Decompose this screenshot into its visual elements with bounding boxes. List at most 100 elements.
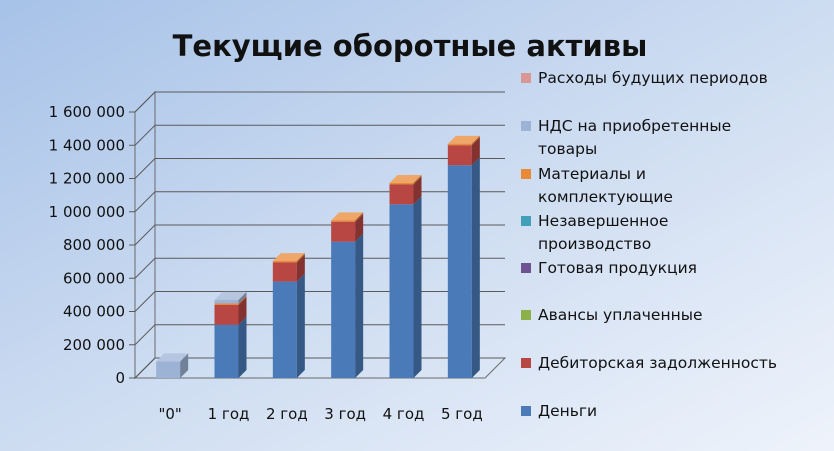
y-tick-label: 1 200 000	[49, 170, 125, 188]
legend-label: Материалы и	[538, 165, 646, 183]
bar-segment-front	[214, 304, 239, 325]
x-category-label: "0"	[158, 405, 181, 423]
legend-label: НДС на приобретенные	[538, 117, 731, 135]
gridline	[134, 91, 505, 113]
bar-segment-side	[296, 273, 305, 378]
bar-segment-front	[331, 221, 356, 242]
y-tick-label: 1 600 000	[49, 103, 125, 121]
legend-label: Деньги	[538, 402, 597, 420]
bar-segment-top	[389, 174, 422, 183]
bar-segment-top	[156, 353, 189, 362]
bar-segment-front	[389, 204, 414, 378]
y-tick-label: 600 000	[63, 269, 125, 287]
bar-segment-front	[214, 299, 239, 304]
y-axis-ticks: 0 200 000 400 000 600 000 800 000 1 000 000 1 …	[49, 103, 125, 387]
bar-segment-front	[389, 182, 414, 185]
legend-swatch	[521, 406, 531, 416]
bar-segment-side	[296, 254, 305, 282]
legend-item: Незавершенное производство	[521, 212, 668, 253]
bar-segment-top	[331, 212, 364, 221]
bar-segment-front	[156, 361, 181, 378]
bar-segment-front	[389, 184, 414, 205]
legend-item: НДС на приобретенные товары	[521, 117, 731, 158]
x-category-label: 1 год	[208, 405, 250, 423]
bar-segment-side	[296, 253, 305, 263]
y-tick-label: 400 000	[63, 303, 125, 321]
legend-item: Материалы и комплектующие	[521, 165, 673, 206]
gridline	[134, 357, 505, 379]
legend-swatch	[521, 121, 531, 131]
gridlines	[129, 91, 505, 379]
legend-label: Расходы будущих периодов	[538, 69, 768, 87]
bar-segment-front	[214, 303, 239, 305]
bar-segment-side	[180, 353, 189, 378]
gridline	[134, 291, 505, 312]
legend: Расходы будущих периодов НДС на приобрете…	[521, 69, 777, 420]
bar-segment-front	[447, 143, 472, 146]
bar-segment-top	[214, 291, 247, 300]
bar-segment-side	[471, 135, 480, 146]
legend-item: Готовая продукция	[521, 259, 697, 277]
bar-segment-side	[413, 176, 422, 205]
bar-stack	[272, 253, 305, 378]
legend-label: Незавершенное	[538, 212, 668, 230]
chart-title: Текущие оборотные активы	[173, 29, 648, 63]
legend-swatch	[521, 310, 531, 320]
x-category-label: 5 год	[441, 405, 483, 423]
bar-segment-side	[355, 212, 364, 222]
y-tick-label: 800 000	[63, 236, 125, 254]
legend-label: Авансы уплаченные	[538, 306, 703, 324]
bar-segment-front	[272, 262, 297, 282]
bar-segment-side	[413, 196, 422, 378]
legend-swatch	[521, 358, 531, 368]
legend-item: Деньги	[521, 402, 597, 420]
legend-item: Расходы будущих периодов	[521, 69, 768, 87]
x-axis-categories: "0" 1 год 2 год 3 год 4 год 5 год	[158, 405, 482, 423]
bar-segment-side	[355, 213, 364, 242]
bar-stack	[389, 174, 422, 378]
y-tick-label: 200 000	[63, 336, 125, 354]
bar-segment-top	[447, 135, 480, 144]
gridline	[134, 224, 505, 246]
bar-segment-front	[272, 281, 297, 378]
bar-segment-side	[238, 291, 247, 304]
legend-item: Дебиторская задолженность	[521, 354, 777, 372]
bar-segment-side	[238, 296, 247, 325]
legend-label: Готовая продукция	[538, 259, 697, 277]
gridline	[134, 158, 505, 179]
bar-stack	[331, 212, 364, 378]
bar-segment-side	[238, 295, 247, 305]
bar-segment-front	[272, 261, 297, 263]
bar-segment-side	[355, 233, 364, 378]
bar-segment-front	[331, 241, 356, 378]
gridline	[134, 324, 505, 346]
bar-segment-side	[471, 137, 480, 166]
bar-segment-front	[331, 220, 356, 222]
legend-label: товары	[538, 140, 597, 158]
y-tick-label: 0	[115, 369, 125, 387]
gridline	[134, 191, 505, 213]
bar-segment-top	[272, 253, 305, 262]
legend-swatch	[521, 73, 531, 83]
legend-swatch	[521, 263, 531, 273]
bar-segment-side	[238, 316, 247, 378]
bar-segment-side	[471, 157, 480, 378]
y-tick-label: 1 400 000	[49, 136, 125, 154]
bar-stack	[447, 135, 480, 378]
bar-segment-front	[447, 145, 472, 166]
legend-label: производство	[538, 235, 651, 253]
x-category-label: 3 год	[324, 405, 366, 423]
legend-swatch	[521, 216, 531, 226]
legend-item: Авансы уплаченные	[521, 306, 703, 324]
bar-segment-front	[214, 324, 239, 378]
x-category-label: 2 год	[266, 405, 308, 423]
gridline	[134, 257, 505, 279]
legend-label: Дебиторская задолженность	[538, 354, 777, 372]
legend-label: комплектующие	[538, 188, 673, 206]
gridline	[134, 124, 505, 146]
bar-stack	[214, 291, 247, 378]
bar-segment-front	[447, 165, 472, 378]
bars	[156, 135, 480, 378]
